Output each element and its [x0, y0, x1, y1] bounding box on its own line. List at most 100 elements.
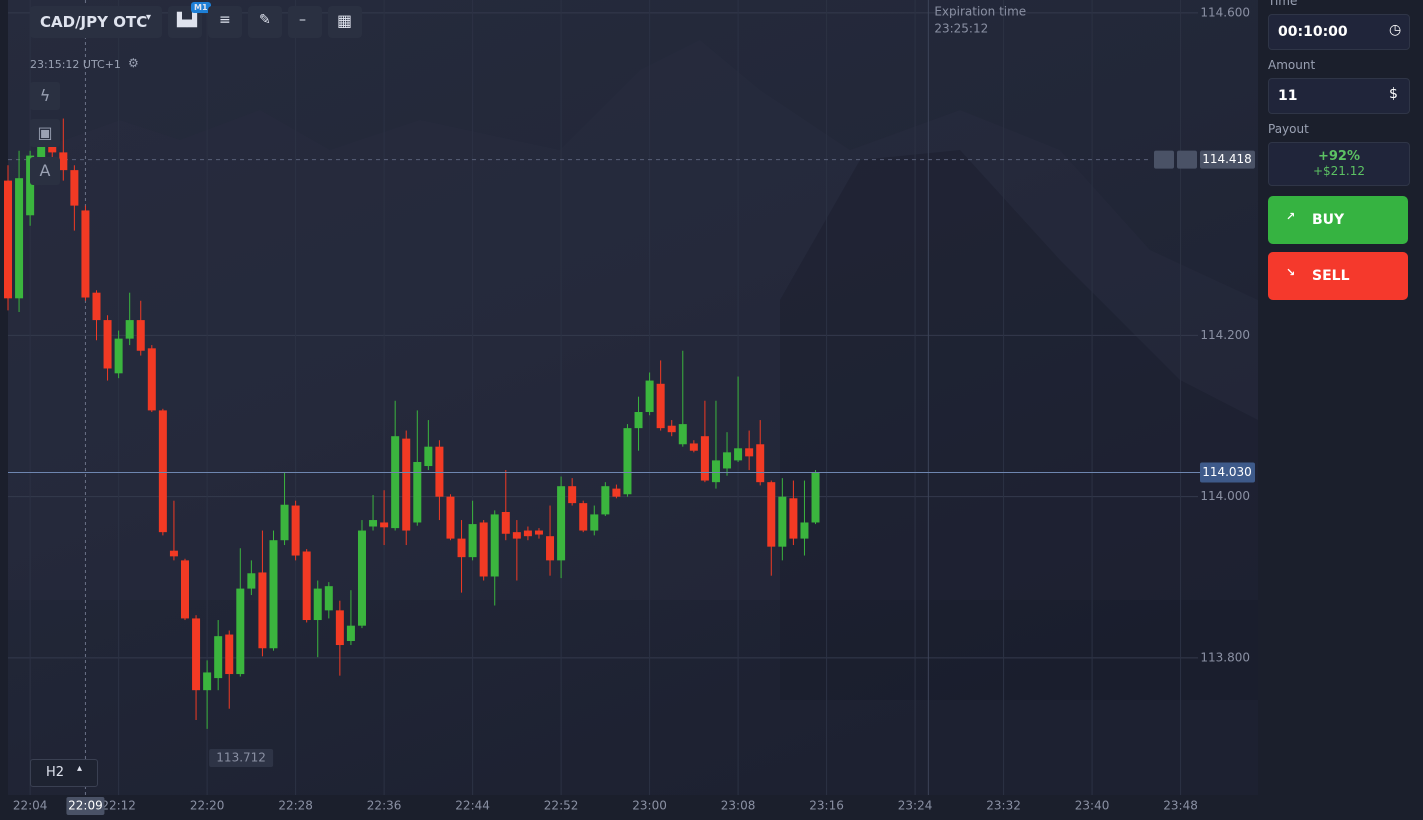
candle-body [114, 338, 123, 374]
period-label: H2 [46, 765, 65, 780]
candle-body [92, 292, 101, 321]
candle-body [324, 586, 333, 611]
candle-body [778, 496, 787, 547]
amount-label: Amount [1268, 58, 1316, 72]
candle-body [26, 155, 35, 216]
low-marker-box [209, 749, 274, 767]
up-icon: ↗ [1286, 210, 1296, 223]
x-tick-label: 23:32 [986, 799, 1021, 813]
expiration-label: Expiration time [934, 5, 1026, 19]
candle-body [369, 520, 378, 527]
layout-button[interactable]: ▦ [328, 6, 362, 38]
payout-box: +92% +$21.12 [1268, 142, 1410, 186]
candle-body [247, 573, 256, 589]
mountain-backdrop [8, 40, 1258, 600]
candle-body [225, 634, 234, 675]
icon: ✎ [259, 12, 271, 28]
low-marker: 113.712 [216, 751, 266, 765]
candle-body [800, 522, 809, 539]
gift-button[interactable]: ▣ [30, 119, 60, 147]
candle-body [37, 145, 46, 161]
period-selector[interactable]: H2 ▴ [30, 759, 98, 787]
x-tick-label: 22:36 [367, 799, 402, 813]
candle-body [734, 448, 743, 461]
candle-body [656, 383, 665, 429]
settings-icon[interactable]: ⚙ [128, 56, 139, 70]
candle-body [280, 504, 289, 541]
candle-body [81, 210, 90, 298]
candle-body [391, 436, 400, 529]
chart-type-button[interactable]: ▙▟ [168, 6, 202, 38]
candle-body [745, 448, 754, 457]
sell-button[interactable]: ↘ SELL [1268, 252, 1408, 300]
more-button[interactable]: – [288, 6, 322, 38]
candle-body [346, 625, 355, 641]
candle-body [214, 636, 223, 679]
candle-body [103, 320, 112, 369]
buy-button[interactable]: ↗ BUY [1268, 196, 1408, 244]
candle-body [435, 446, 444, 497]
y-tick-label: 114.000 [1200, 489, 1250, 503]
time-input[interactable]: 00:10:00 ◷ [1268, 14, 1410, 50]
candle-body [446, 496, 455, 539]
candle-body [678, 424, 687, 445]
indicators-button[interactable]: ≡ [208, 6, 242, 38]
crosshair-time: 22:09 [68, 799, 103, 813]
candle-body [15, 178, 24, 299]
candle-body [125, 320, 134, 339]
candle-body [623, 428, 632, 495]
timeframe-badge: M1 [191, 2, 211, 13]
candle-body [158, 410, 167, 533]
candle-body [711, 460, 720, 483]
clock: 23:15:12 UTC+1 [30, 58, 121, 71]
x-tick-label: 23:08 [721, 799, 756, 813]
candle-body [523, 530, 532, 537]
x-tick-label: 22:28 [278, 799, 313, 813]
candle-body [258, 572, 267, 649]
x-tick-label: 22:52 [544, 799, 579, 813]
candle-body [700, 436, 709, 481]
candle-body [546, 536, 555, 561]
candle-body [269, 540, 278, 649]
payout-label: Payout [1268, 122, 1309, 136]
candle-body [457, 538, 466, 558]
sell-label: SELL [1312, 268, 1350, 284]
candle-body [147, 348, 156, 411]
x-tick-label: 22:04 [13, 799, 48, 813]
candle-body [180, 560, 189, 619]
currency-icon: $ [1389, 86, 1398, 102]
quick-trade-button[interactable]: ϟ [30, 82, 60, 110]
candle-body [811, 472, 820, 523]
candle-body [767, 482, 776, 547]
candle-body [413, 462, 422, 523]
candle-body [612, 488, 621, 497]
candle-body [490, 514, 499, 577]
alert-price-box [1200, 150, 1255, 169]
analytics-button[interactable]: A [30, 157, 60, 185]
icon: – [299, 12, 306, 28]
drawing-button[interactable]: ✎ [248, 6, 282, 38]
candle-body [534, 530, 543, 535]
candle-body [236, 588, 245, 675]
x-tick-label: 23:40 [1075, 799, 1110, 813]
x-tick-label: 23:16 [809, 799, 844, 813]
current-price-box [1200, 462, 1255, 483]
crosshair-time-box [66, 797, 105, 815]
candle-body [169, 550, 178, 557]
asset-selector[interactable]: CAD/JPY OTC ▾ [30, 6, 162, 38]
candle-body [357, 530, 366, 626]
x-axis-band [0, 795, 1258, 820]
candle-body [568, 486, 577, 504]
payout-percent: +92% [1317, 149, 1360, 164]
x-tick-label: 23:00 [632, 799, 667, 813]
buy-label: BUY [1312, 212, 1345, 228]
y-tick-label: 113.800 [1200, 650, 1250, 664]
candle-body [501, 511, 510, 534]
candle-body [335, 610, 344, 646]
candle-body [689, 443, 698, 451]
amount-input[interactable]: 11 $ [1268, 78, 1410, 114]
down-icon: ↘ [1286, 266, 1296, 279]
candle-body [557, 486, 566, 561]
